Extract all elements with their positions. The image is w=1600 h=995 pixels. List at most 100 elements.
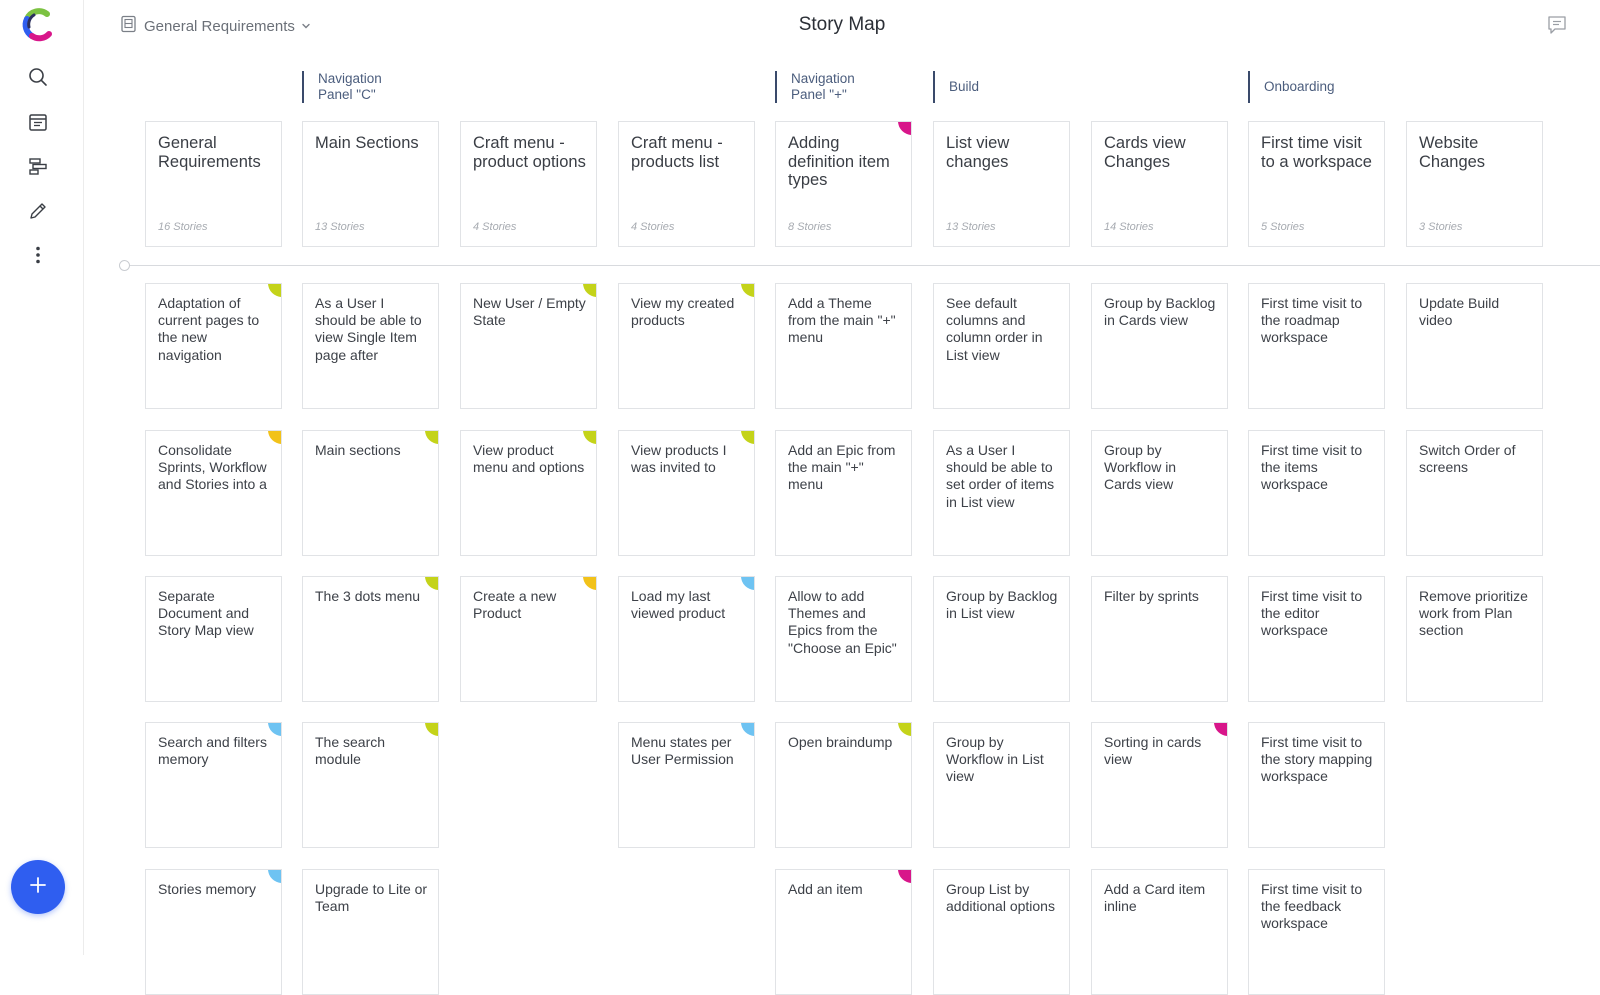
story-card[interactable]: View products I was invited to (618, 430, 755, 556)
story-title: Open braindump (788, 734, 893, 750)
release-label[interactable]: Onboarding (1248, 71, 1335, 103)
story-title: Group List by additional options (946, 881, 1055, 915)
story-card[interactable]: View product menu and options (460, 430, 597, 556)
story-title: The 3 dots menu (315, 588, 421, 604)
divider-handle[interactable] (119, 260, 130, 271)
story-card[interactable]: See default columns and column order in … (933, 283, 1070, 409)
story-card[interactable]: Add an Epic from the main "+" menu (775, 430, 912, 556)
epic-story-count: 8 Stories (788, 221, 832, 233)
story-title: View my created products (631, 295, 735, 329)
story-title: Menu states per User Permission (631, 734, 734, 768)
story-title: Remove prioritize work from Plan section (1419, 588, 1528, 639)
epic-card[interactable]: Cards view Changes 14 Stories (1091, 121, 1228, 247)
epic-card[interactable]: Main Sections 13 Stories (302, 121, 439, 247)
story-title: Adaptation of current pages to the new n… (158, 295, 260, 363)
epic-card[interactable]: General Requirements 16 Stories (145, 121, 282, 247)
more-icon[interactable] (26, 243, 50, 267)
epic-card[interactable]: Craft menu - products list 4 Stories (618, 121, 755, 247)
story-title: New User / Empty State (473, 295, 586, 329)
story-card[interactable]: Group by Workflow in Cards view (1091, 430, 1228, 556)
story-title: Add a Card item inline (1104, 881, 1206, 915)
story-card[interactable]: Sorting in cards view (1091, 722, 1228, 848)
plus-icon (30, 876, 46, 898)
story-card[interactable]: Open braindump (775, 722, 912, 848)
roadmap-icon[interactable] (26, 154, 50, 178)
story-card[interactable]: Add a Theme from the main "+" menu (775, 283, 912, 409)
story-card[interactable]: Group List by additional options (933, 869, 1070, 995)
comment-icon[interactable] (1546, 14, 1568, 36)
story-card[interactable]: Add an item (775, 869, 912, 995)
color-tag (898, 122, 911, 135)
release-label[interactable]: Navigation Panel "C" (302, 71, 382, 103)
breadcrumb-label: General Requirements (144, 17, 295, 35)
story-card[interactable]: Group by Workflow in List view (933, 722, 1070, 848)
story-card[interactable]: Search and filters memory (145, 722, 282, 848)
story-card[interactable]: Filter by sprints (1091, 576, 1228, 702)
story-title: Search and filters memory (158, 734, 267, 768)
release-label[interactable]: Build (933, 71, 979, 103)
search-icon[interactable] (26, 65, 50, 89)
story-card[interactable]: As a User I should be able to set order … (933, 430, 1070, 556)
story-card[interactable]: First time visit to the story mapping wo… (1248, 722, 1385, 848)
add-button[interactable] (11, 860, 65, 914)
story-title: Consolidate Sprints, Workflow and Storie… (158, 442, 267, 493)
story-card[interactable]: Menu states per User Permission (618, 722, 755, 848)
epic-title: Website Changes (1419, 134, 1486, 171)
epic-card[interactable]: Website Changes 3 Stories (1406, 121, 1543, 247)
story-card[interactable]: Create a new Product (460, 576, 597, 702)
story-title: Load my last viewed product (631, 588, 726, 622)
story-card[interactable]: Consolidate Sprints, Workflow and Storie… (145, 430, 282, 556)
story-card[interactable]: First time visit to the roadmap workspac… (1248, 283, 1385, 409)
epic-card[interactable]: Adding definition item types 8 Stories (775, 121, 912, 247)
story-card[interactable]: Group by Backlog in Cards view (1091, 283, 1228, 409)
document-icon (120, 15, 138, 37)
story-title: First time visit to the roadmap workspac… (1261, 295, 1363, 346)
breadcrumb[interactable]: General Requirements (120, 15, 311, 37)
story-title: Group by Workflow in List view (946, 734, 1044, 785)
story-title: Group by Workflow in Cards view (1104, 442, 1177, 493)
epic-story-count: 13 Stories (946, 221, 996, 233)
story-card[interactable]: Stories memory (145, 869, 282, 995)
epic-story-count: 14 Stories (1104, 221, 1154, 233)
story-card[interactable]: New User / Empty State (460, 283, 597, 409)
story-card[interactable]: Upgrade to Lite or Team (302, 869, 439, 995)
story-card[interactable]: The 3 dots menu (302, 576, 439, 702)
story-card[interactable]: The search module (302, 722, 439, 848)
epic-card[interactable]: Craft menu - product options 4 Stories (460, 121, 597, 247)
story-card[interactable]: Allow to add Themes and Epics from the "… (775, 576, 912, 702)
epic-story-count: 5 Stories (1261, 221, 1305, 233)
epic-story-count: 4 Stories (631, 221, 675, 233)
epic-title: Adding definition item types (788, 134, 890, 189)
release-divider (124, 265, 1600, 266)
story-title: First time visit to the feedback workspa… (1261, 881, 1363, 932)
story-card[interactable]: First time visit to the feedback workspa… (1248, 869, 1385, 995)
epic-card[interactable]: First time visit to a workspace 5 Stories (1248, 121, 1385, 247)
story-title: View product menu and options (473, 442, 585, 476)
story-card[interactable]: View my created products (618, 283, 755, 409)
story-card[interactable]: Add a Card item inline (1091, 869, 1228, 995)
story-card[interactable]: Group by Backlog in List view (933, 576, 1070, 702)
calendar-icon[interactable] (26, 110, 50, 134)
story-card[interactable]: Switch Order of screens (1406, 430, 1543, 556)
story-title: As a User I should be able to view Singl… (315, 295, 422, 363)
story-card[interactable]: First time visit to the editor workspace (1248, 576, 1385, 702)
story-title: Group by Backlog in List view (946, 588, 1058, 622)
story-title: First time visit to the editor workspace (1261, 588, 1363, 639)
story-card[interactable]: Remove prioritize work from Plan section (1406, 576, 1543, 702)
story-card[interactable]: First time visit to the items workspace (1248, 430, 1385, 556)
story-card[interactable]: Main sections (302, 430, 439, 556)
epic-card[interactable]: List view changes 13 Stories (933, 121, 1070, 247)
story-card[interactable]: Load my last viewed product (618, 576, 755, 702)
release-label[interactable]: Navigation Panel "+" (775, 71, 855, 103)
story-title: Add an Epic from the main "+" menu (788, 442, 896, 493)
pencil-icon[interactable] (26, 199, 50, 223)
story-title: As a User I should be able to set order … (946, 442, 1055, 510)
epic-title: First time visit to a workspace (1261, 134, 1372, 171)
story-card[interactable]: Separate Document and Story Map view (145, 576, 282, 702)
story-card[interactable]: As a User I should be able to view Singl… (302, 283, 439, 409)
epic-title: General Requirements (158, 134, 261, 171)
story-card[interactable]: Adaptation of current pages to the new n… (145, 283, 282, 409)
app-logo[interactable] (20, 7, 56, 43)
story-card[interactable]: Update Build video (1406, 283, 1543, 409)
story-title: Switch Order of screens (1419, 442, 1516, 476)
